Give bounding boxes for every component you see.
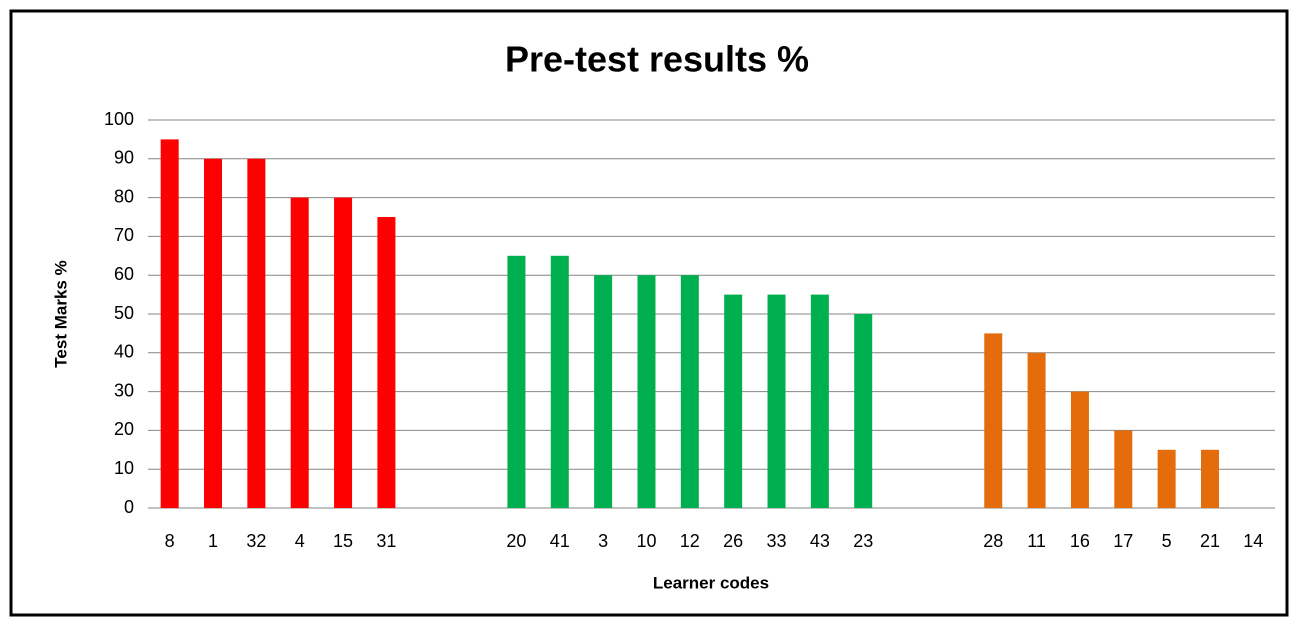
x-tick-label: 33 <box>767 531 787 551</box>
x-tick-label: 21 <box>1200 531 1220 551</box>
bar <box>984 333 1003 508</box>
x-tick-label: 26 <box>723 531 743 551</box>
x-tick-label: 5 <box>1162 531 1172 551</box>
bar <box>247 158 266 509</box>
x-tick-label: 31 <box>376 531 396 551</box>
bar <box>810 294 829 508</box>
x-tick-label: 11 <box>1027 531 1046 551</box>
y-tick-label: 0 <box>124 497 134 517</box>
bar <box>637 275 656 508</box>
y-tick-label: 80 <box>114 186 134 206</box>
x-tick-label: 28 <box>983 531 1003 551</box>
x-tick-label: 20 <box>506 531 526 551</box>
y-tick-label: 50 <box>114 303 134 323</box>
bar <box>767 294 786 508</box>
bar <box>1070 391 1089 508</box>
y-tick-label: 40 <box>114 342 134 362</box>
x-axis-title: Learner codes <box>653 573 769 592</box>
bar <box>1157 449 1176 508</box>
bar <box>290 197 309 508</box>
bar <box>550 255 569 508</box>
y-axis-title: Test Marks % <box>51 260 70 367</box>
x-tick-label: 16 <box>1070 531 1090 551</box>
y-tick-label: 70 <box>114 225 134 245</box>
bar <box>854 314 873 508</box>
x-tick-label: 10 <box>636 531 656 551</box>
x-tick-label: 1 <box>208 531 218 551</box>
bar <box>334 197 353 508</box>
bar <box>1200 449 1219 508</box>
bar <box>1114 430 1133 508</box>
bar <box>680 275 699 508</box>
bar <box>724 294 743 508</box>
x-tick-label: 4 <box>295 531 305 551</box>
x-tick-label: 3 <box>598 531 608 551</box>
x-tick-label: 17 <box>1113 531 1133 551</box>
x-tick-label: 23 <box>853 531 873 551</box>
x-tick-label: 43 <box>810 531 830 551</box>
x-tick-label: 41 <box>550 531 570 551</box>
bar <box>377 217 396 508</box>
x-tick-label: 32 <box>246 531 266 551</box>
y-tick-label: 100 <box>104 109 134 129</box>
y-tick-label: 90 <box>114 148 134 168</box>
bar <box>594 275 613 508</box>
x-tick-label: 15 <box>333 531 353 551</box>
bar <box>204 158 223 509</box>
x-tick-label: 12 <box>680 531 700 551</box>
bar <box>507 255 526 508</box>
x-tick-label: 14 <box>1243 531 1263 551</box>
chart-title: Pre-test results % <box>505 39 809 80</box>
y-tick-label: 20 <box>114 419 134 439</box>
bar <box>1027 352 1046 508</box>
y-tick-label: 10 <box>114 458 134 478</box>
bar <box>160 139 179 508</box>
y-tick-label: 60 <box>114 264 134 284</box>
x-tick-label: 8 <box>165 531 175 551</box>
y-tick-label: 30 <box>114 380 134 400</box>
